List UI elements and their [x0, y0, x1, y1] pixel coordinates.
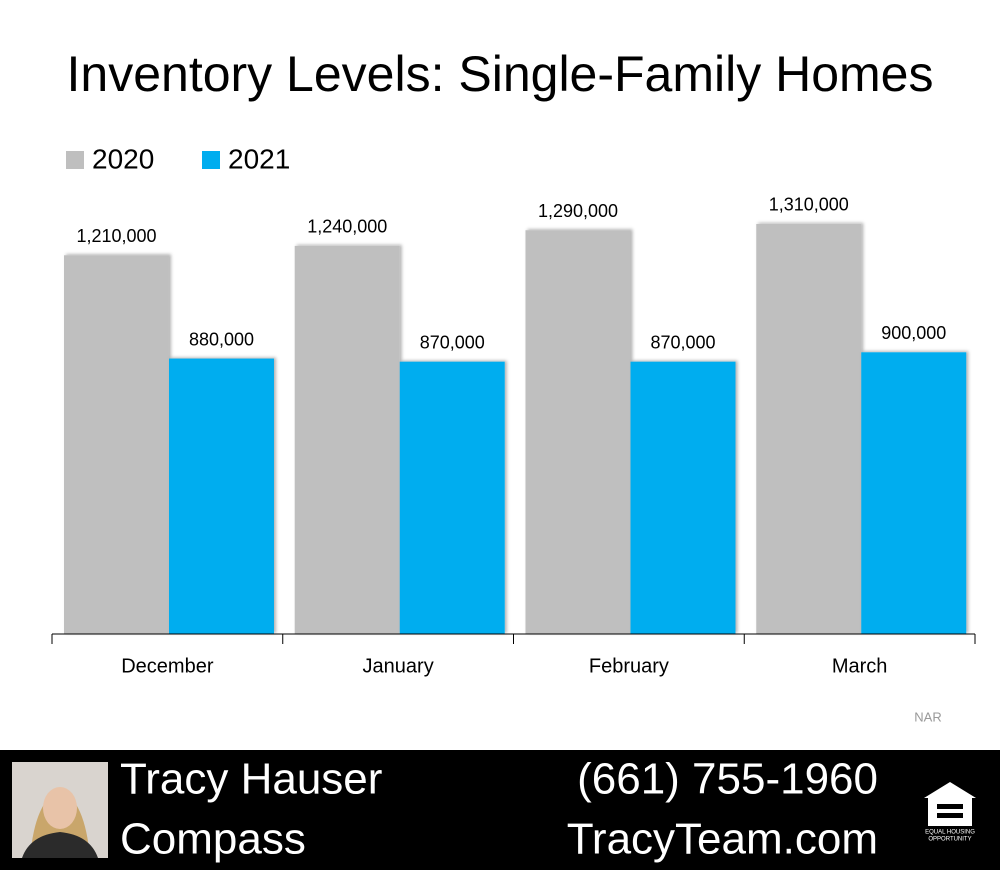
- legend-swatch: [202, 151, 220, 169]
- bar: [168, 358, 274, 634]
- bar: [525, 230, 631, 635]
- value-label: 870,000: [650, 332, 715, 352]
- legend-label: 2021: [228, 143, 290, 174]
- value-label: 1,210,000: [76, 226, 156, 246]
- plot: 2020 2021 1,210,000 880,000 December 1,240,00…: [51, 143, 976, 677]
- x-tick-label: December: [121, 655, 214, 677]
- value-label: 880,000: [189, 329, 254, 349]
- website: TracyTeam.com: [567, 815, 878, 864]
- bar: [756, 223, 862, 634]
- x-tick-label: January: [363, 655, 434, 677]
- bar: [861, 352, 967, 634]
- bar: [294, 245, 400, 634]
- footer-band: [0, 750, 1000, 870]
- source: NAR: [914, 709, 941, 724]
- bar: [399, 361, 505, 634]
- value-label: 870,000: [420, 332, 485, 352]
- logo-text: OPPORTUNITY: [928, 837, 971, 843]
- bar: [63, 255, 169, 634]
- x-tick-label: March: [832, 655, 888, 677]
- chart-title: Inventory Levels: Single-Family Homes: [67, 46, 934, 102]
- legend-swatch: [66, 151, 84, 169]
- value-label: 1,290,000: [538, 201, 618, 221]
- legend-label: 2020: [92, 143, 154, 174]
- value-label: 1,240,000: [307, 217, 387, 237]
- phone: (661) 755-1960: [577, 755, 878, 804]
- value-label: 1,310,000: [769, 195, 849, 215]
- equal-housing-logo: EQUAL HOUSING OPPORTUNITY: [924, 782, 976, 843]
- agent-company: Compass: [120, 815, 306, 864]
- bar: [630, 361, 736, 634]
- logo-text: EQUAL HOUSING: [925, 830, 975, 836]
- agent-photo: [12, 762, 108, 858]
- x-tick-label: February: [589, 655, 669, 677]
- value-label: 900,000: [881, 323, 946, 343]
- agent-name: Tracy Hauser: [120, 755, 382, 804]
